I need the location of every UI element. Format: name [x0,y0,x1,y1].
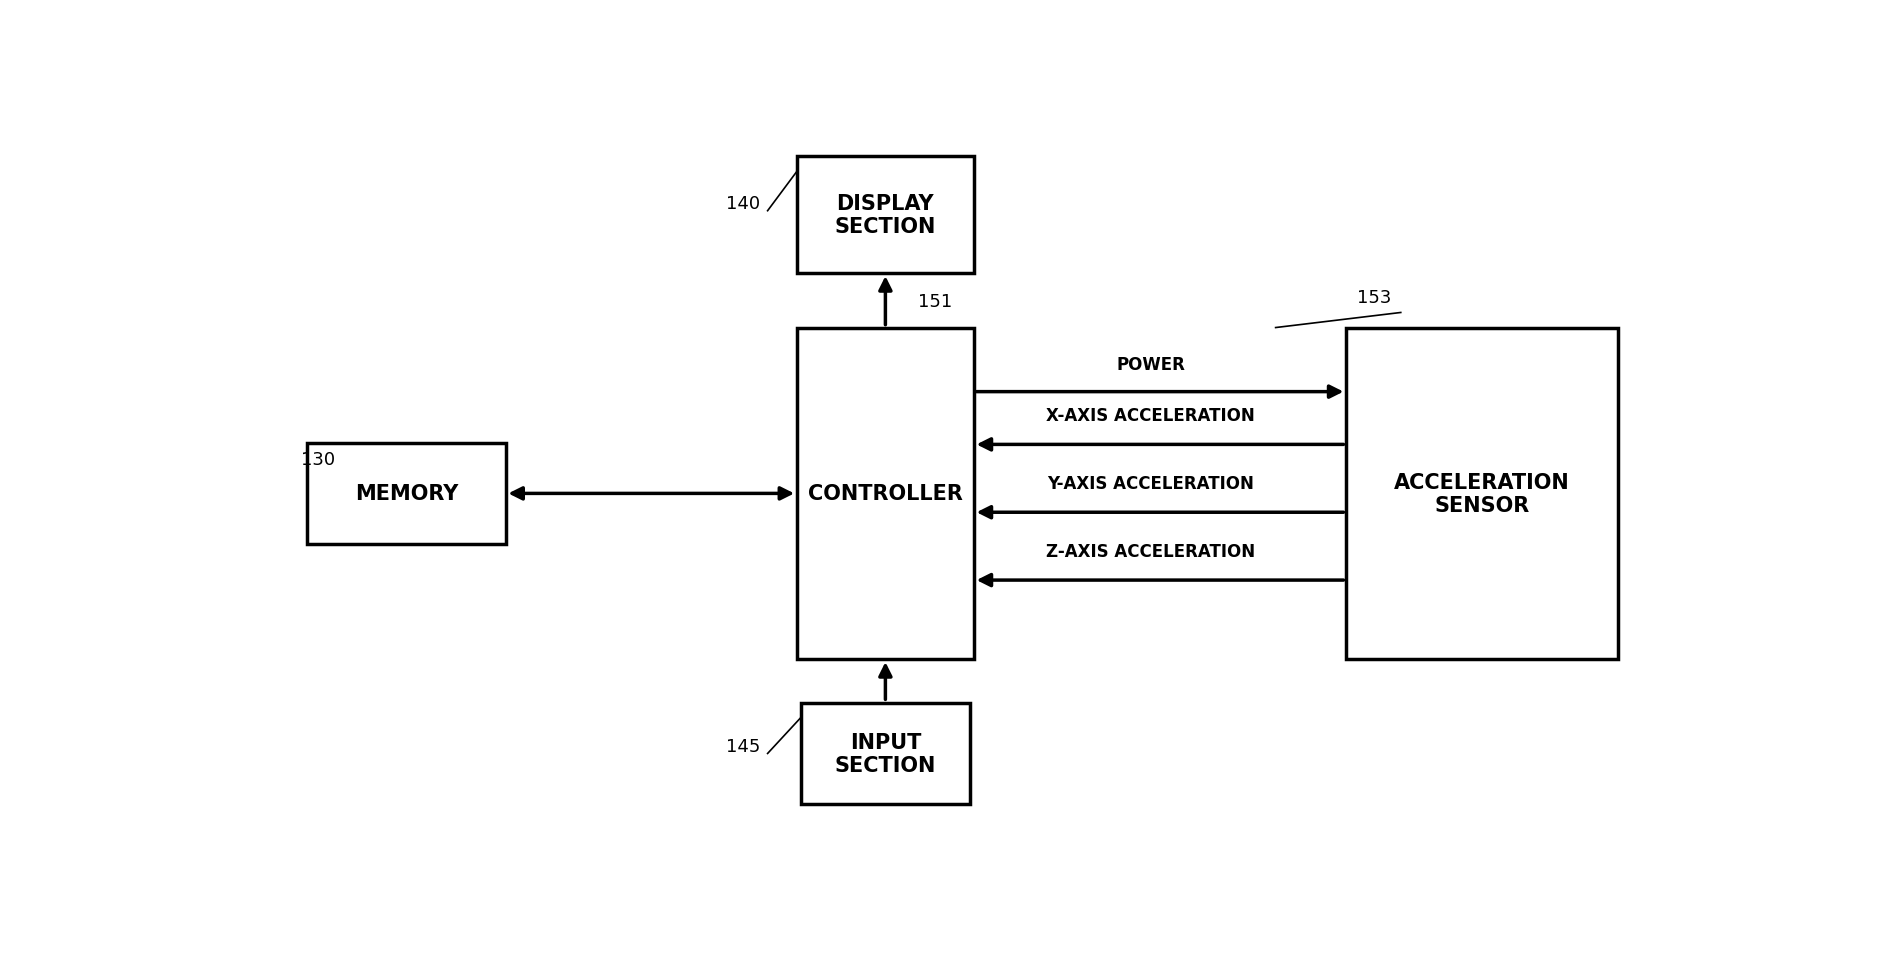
Text: 130: 130 [300,451,334,469]
Text: POWER: POWER [1115,355,1186,374]
Text: Y-AXIS ACCELERATION: Y-AXIS ACCELERATION [1047,474,1254,492]
Text: ACCELERATION
SENSOR: ACCELERATION SENSOR [1395,472,1569,515]
Text: 153: 153 [1357,289,1391,307]
Text: 151: 151 [918,292,952,311]
Text: X-AXIS ACCELERATION: X-AXIS ACCELERATION [1047,407,1254,424]
Bar [800,703,971,805]
Text: MEMORY: MEMORY [355,484,458,504]
Bar [1345,329,1619,659]
Text: DISPLAY
SECTION: DISPLAY SECTION [834,194,937,237]
Text: CONTROLLER: CONTROLLER [808,484,963,504]
Text: Z-AXIS ACCELERATION: Z-AXIS ACCELERATION [1045,542,1256,560]
Bar [798,156,973,274]
Bar [308,443,505,545]
Text: 140: 140 [726,195,760,213]
Bar [798,329,973,659]
Text: 145: 145 [726,737,760,755]
Text: INPUT
SECTION: INPUT SECTION [834,733,937,776]
